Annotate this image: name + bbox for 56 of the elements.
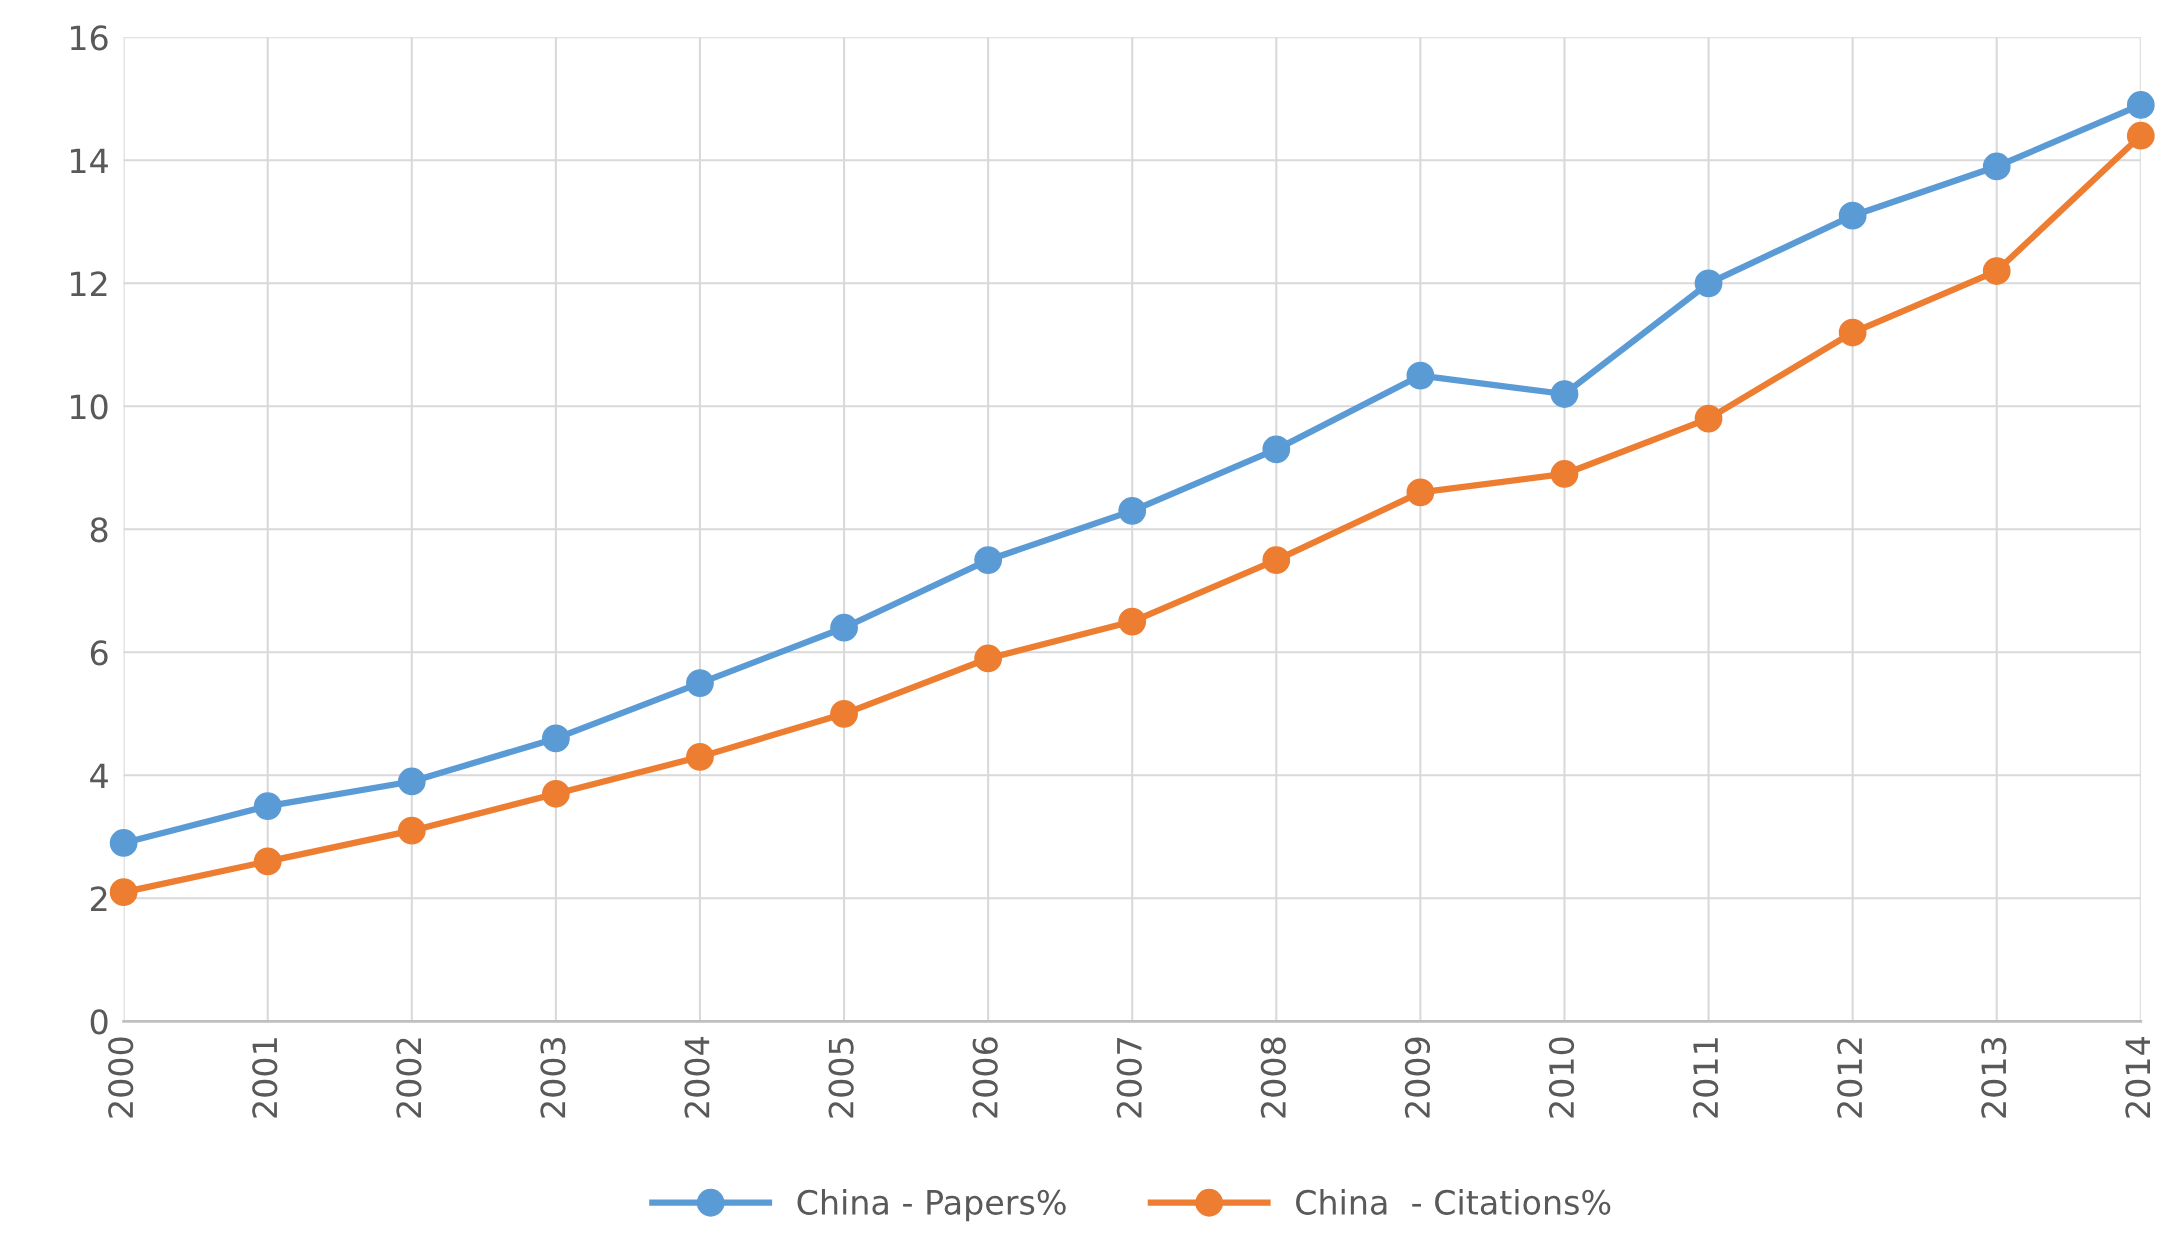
point [2126, 121, 2155, 150]
point [541, 724, 570, 753]
x-tick-label: 2011 [1693, 1038, 1719, 1118]
x-tick-label: 2001 [252, 1038, 278, 1118]
x-tick-label: 2004 [684, 1037, 710, 1118]
x-tick-label: 2010 [1548, 1037, 1575, 1118]
point [1262, 546, 1291, 574]
point [1406, 478, 1435, 507]
y-tick-label: 2 [90, 886, 107, 911]
point [1406, 361, 1435, 390]
y-tick-label: 8 [90, 517, 108, 543]
x-tick-label: 2012 [1837, 1038, 1863, 1118]
x-tick-label: 2013 [1981, 1037, 2007, 1118]
point [1982, 257, 2011, 285]
point [974, 546, 1003, 574]
point [1838, 318, 1867, 347]
y-tick-label: 0 [90, 1009, 108, 1035]
legend-label: China - Papers% [797, 1189, 1066, 1222]
point [830, 613, 858, 642]
point [1550, 380, 1579, 408]
legend-label: China - Citations% [1296, 1189, 1611, 1215]
x-tick-label: 2007 [1116, 1038, 1142, 1118]
x-tick-label: 2000 [108, 1037, 134, 1118]
point [1982, 152, 2011, 181]
y-tick-label: 16 [70, 25, 108, 51]
point [1694, 404, 1723, 433]
x-tick-label: 2014 [2125, 1037, 2151, 1118]
point [397, 767, 426, 796]
point [253, 792, 282, 820]
y-tick-label: 6 [90, 640, 108, 666]
x-tick-label: 2002 [396, 1038, 422, 1118]
point [686, 669, 714, 697]
point [1262, 435, 1291, 464]
y-tick-label: 10 [70, 394, 108, 420]
point [541, 779, 570, 808]
point [830, 699, 858, 728]
y-tick-label: 14 [70, 148, 108, 173]
point [1118, 496, 1147, 525]
point [974, 644, 1003, 673]
x-tick-label: 2003 [540, 1037, 566, 1118]
point [2126, 91, 2155, 119]
point [1118, 607, 1147, 636]
point [397, 816, 426, 845]
x-tick-label: 2006 [972, 1037, 998, 1118]
point [253, 847, 282, 876]
x-tick-label: 2005 [828, 1038, 854, 1118]
point [1550, 460, 1579, 488]
x-tick-label: 2008 [1260, 1037, 1286, 1118]
point [686, 742, 714, 771]
point [109, 878, 138, 907]
y-tick-label: 12 [70, 271, 107, 296]
point [1694, 269, 1723, 298]
y-tick-label: 4 [90, 763, 108, 788]
point [1838, 201, 1867, 230]
point [109, 829, 138, 857]
x-tick-label: 2009 [1404, 1037, 1431, 1118]
